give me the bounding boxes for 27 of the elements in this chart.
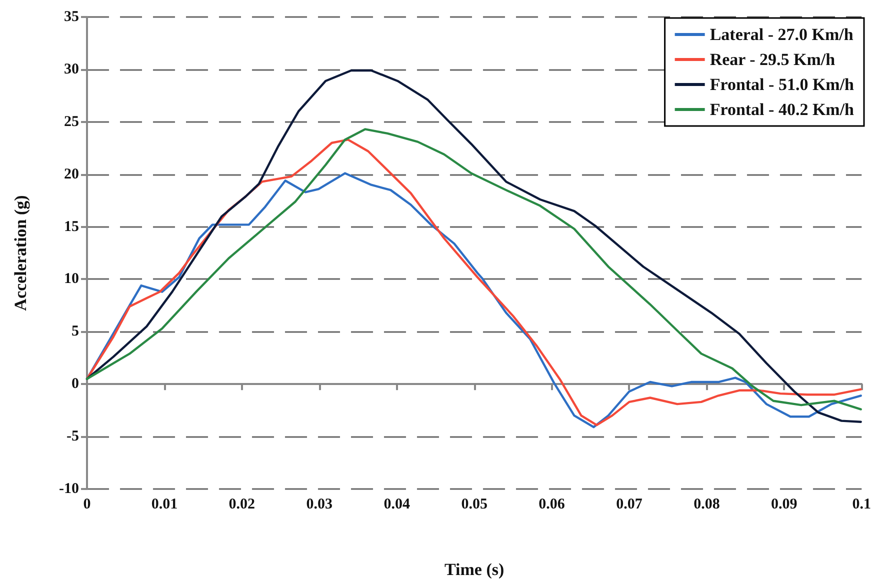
y-tick-label: 5	[72, 324, 79, 340]
x-tick-label: 0.06	[538, 496, 566, 512]
y-tick-label: -10	[59, 481, 79, 497]
x-tick-label: 0.09	[771, 496, 798, 512]
x-tick-label: 0.07	[616, 496, 643, 512]
legend-label: Lateral - 27.0 Km/h	[710, 25, 854, 44]
x-tick-label: 0.1	[852, 496, 871, 512]
y-tick-label: 0	[72, 376, 79, 392]
x-axis-title: Time (s)	[444, 560, 504, 579]
x-tick-label: 0.05	[461, 496, 488, 512]
y-tick-label: 25	[64, 114, 79, 130]
y-tick-label: 10	[64, 271, 79, 288]
x-tick-label: 0	[83, 496, 91, 512]
legend-label: Frontal - 51.0 Km/h	[710, 75, 855, 94]
x-tick-label: 0.03	[306, 496, 333, 512]
y-tick-label: 35	[64, 9, 79, 25]
x-tick-label: 0.01	[151, 496, 178, 512]
legend-label: Rear - 29.5 Km/h	[710, 50, 836, 69]
y-tick-label: 30	[64, 61, 79, 78]
y-tick-label: -5	[66, 428, 79, 445]
y-tick-label: 20	[64, 166, 79, 182]
y-axis-title: Acceleration (g)	[11, 195, 30, 311]
y-tick-label: 15	[64, 218, 79, 235]
x-tick-label: 0.02	[228, 496, 256, 512]
x-tick-label: 0.08	[694, 496, 720, 512]
x-tick-label: 0.04	[384, 496, 410, 512]
legend-label: Frontal - 40.2 Km/h	[710, 100, 855, 119]
